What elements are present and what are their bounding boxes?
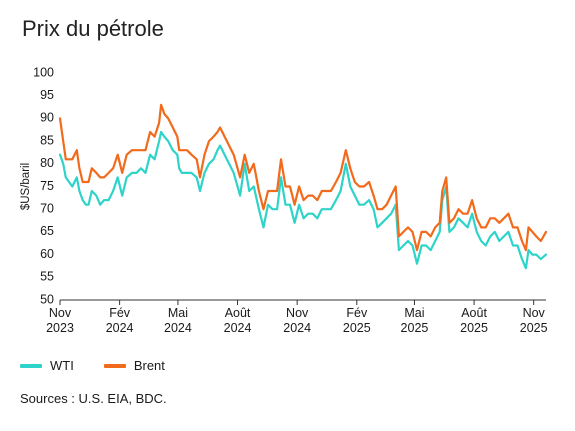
y-tick-label: 95 xyxy=(40,88,54,102)
y-tick-label: 50 xyxy=(40,292,54,306)
x-tick-label-month: Nov xyxy=(49,306,72,320)
y-tick-label: 55 xyxy=(40,270,54,284)
x-tick-label-year: 2023 xyxy=(46,321,74,335)
x-tick-label-year: 2025 xyxy=(520,321,548,335)
y-tick-label: 65 xyxy=(40,224,54,238)
series-line-brent xyxy=(58,103,548,252)
legend-label-wti: WTI xyxy=(50,358,74,373)
x-tick-label-month: Août xyxy=(225,306,251,320)
x-tick-label-month: Mai xyxy=(168,306,188,320)
y-tick-label: 70 xyxy=(40,201,54,215)
y-tick-label: 85 xyxy=(40,133,54,147)
legend-label-brent: Brent xyxy=(133,358,165,373)
x-tick-label-month: Mai xyxy=(404,306,424,320)
y-tick-label: 80 xyxy=(40,156,54,170)
y-tick-label: 100 xyxy=(33,65,54,79)
x-tick-label-month: Août xyxy=(461,306,487,320)
x-tick-label-year: 2025 xyxy=(343,321,371,335)
x-tick-label-year: 2024 xyxy=(224,321,252,335)
chart-title: Prix du pétrole xyxy=(22,16,164,41)
x-tick-label-month: Nov xyxy=(523,306,546,320)
x-tick-label-month: Fév xyxy=(109,306,131,320)
y-tick-label: 90 xyxy=(40,111,54,125)
legend-item-brent: Brent xyxy=(103,358,165,373)
source-note: Sources : U.S. EIA, BDC. xyxy=(20,391,167,406)
x-tick-label-year: 2024 xyxy=(106,321,134,335)
x-tick-label-year: 2024 xyxy=(164,321,192,335)
legend: WTI Brent xyxy=(20,358,165,373)
x-tick-label-month: Fév xyxy=(346,306,368,320)
series-line-wti xyxy=(58,130,548,270)
legend-item-wti: WTI xyxy=(20,358,74,373)
y-tick-label: 60 xyxy=(40,247,54,261)
y-tick-label: 75 xyxy=(40,179,54,193)
legend-swatch-brent xyxy=(103,363,126,368)
x-tick-label-year: 2025 xyxy=(401,321,429,335)
x-tick-label-year: 2025 xyxy=(460,321,488,335)
x-tick-label-year: 2024 xyxy=(283,321,311,335)
y-axis-label: $US/baril xyxy=(20,163,32,210)
legend-swatch-wti xyxy=(20,363,42,368)
x-tick-label-month: Nov xyxy=(286,306,309,320)
